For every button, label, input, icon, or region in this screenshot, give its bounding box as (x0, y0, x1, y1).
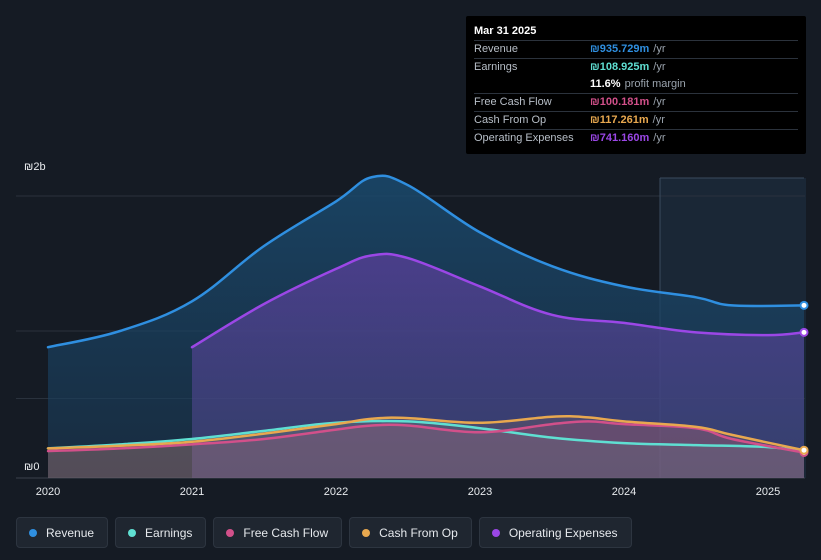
tooltip-row: Earnings ₪108.925m/yr (474, 58, 798, 76)
legend-item-free-cash-flow[interactable]: Free Cash Flow (213, 517, 343, 548)
tooltip-row: Cash From Op ₪117.261m/yr (474, 111, 798, 129)
x-axis-tick-label: 2025 (756, 486, 780, 498)
tooltip-row-unit: /yr (653, 61, 666, 73)
tooltip-row-unit: /yr (653, 96, 666, 108)
revenue-endpoint (799, 300, 809, 310)
cash-from-op-line (46, 415, 806, 452)
legend-item-cash-from-op[interactable]: Cash From Op (349, 517, 472, 548)
operating-expenses-line (190, 252, 806, 349)
tooltip-row-label: Free Cash Flow (474, 96, 552, 108)
legend-item-operating-expenses[interactable]: Operating Expenses (478, 517, 632, 548)
tooltip-panel: Mar 31 2025 Revenue ₪935.729m/yr Earnings ₪… (466, 16, 806, 154)
tooltip-row-unit: /yr (653, 132, 666, 144)
tooltip-row-label (474, 76, 590, 93)
legend-dot-icon (128, 528, 137, 537)
x-axis-tick-label: 2024 (612, 486, 636, 498)
x-axis-tick-label: 2023 (468, 486, 492, 498)
y-axis-bottom-label: ₪0 (24, 461, 39, 473)
tooltip-row: 11.6% profit margin (474, 76, 798, 93)
tooltip-row-unit: profit margin (624, 78, 686, 90)
free-cash-flow-area (48, 421, 804, 478)
series-lines (46, 174, 806, 454)
x-axis-tick-label: 2020 (36, 486, 60, 498)
tooltip-row-label: Cash From Op (474, 114, 547, 126)
legend-item-label: Revenue (46, 525, 95, 540)
tooltip-row-unit: /yr (652, 114, 665, 126)
tooltip-row: Free Cash Flow ₪100.181m/yr (474, 93, 798, 111)
tooltip-row-value: ₪935.729m (590, 43, 650, 55)
tooltip-date: Mar 31 2025 (474, 25, 537, 37)
tooltip-row-label: Earnings (474, 61, 518, 73)
x-axis-tick-label: 2022 (324, 486, 348, 498)
tooltip-row: Revenue ₪935.729m/yr (474, 40, 798, 58)
legend-dot-icon (491, 528, 500, 537)
tooltip-row-value: ₪741.160m (590, 132, 650, 144)
chart-canvas: ₪2b ₪0 2020 2021 2022 2023 2024 2025 (16, 161, 809, 498)
legend-item-revenue[interactable]: Revenue (16, 517, 109, 548)
tooltip-row-unit: /yr (653, 43, 666, 55)
legend-dot-icon (226, 528, 235, 537)
legend-dot-icon (29, 528, 37, 537)
tooltip-row-label: Operating Expenses (474, 132, 574, 144)
x-axis-tick-label: 2021 (180, 486, 204, 498)
legend: Revenue Earnings Free Cash Flow Cash From O… (16, 517, 632, 548)
series-areas (48, 175, 804, 478)
y-axis-top-label: ₪2b (24, 161, 46, 173)
legend-item-earnings[interactable]: Earnings (115, 517, 207, 548)
tooltip-row-value: ₪108.925m (590, 61, 650, 73)
cash-from-op-endpoint (799, 445, 809, 455)
legend-item-label: Free Cash Flow (243, 525, 329, 540)
x-axis-ticks: 2020 2021 2022 2023 2024 2025 (36, 486, 780, 498)
tooltip-row-value: 11.6% (590, 78, 621, 90)
legend-item-label: Cash From Op (379, 525, 458, 540)
tooltip-row-label: Revenue (474, 43, 519, 55)
revenue-line (46, 174, 806, 349)
tooltip-row-value: ₪117.261m (590, 114, 649, 126)
free-cash-flow-line (46, 420, 806, 454)
tooltip-rows: Revenue ₪935.729m/yr Earnings ₪108.925m/yr 1… (474, 40, 798, 147)
tooltip-row-value: ₪100.181m (590, 96, 650, 108)
series-endpoints (799, 300, 809, 457)
legend-dot-icon (362, 528, 371, 537)
cash-from-op-area (48, 416, 804, 478)
tooltip-row: Operating Expenses ₪741.160m/yr (474, 129, 798, 147)
legend-item-label: Operating Expenses (508, 525, 618, 540)
earnings-line (46, 419, 806, 453)
operating-expenses-endpoint (799, 327, 809, 337)
legend-item-label: Earnings (145, 525, 193, 540)
